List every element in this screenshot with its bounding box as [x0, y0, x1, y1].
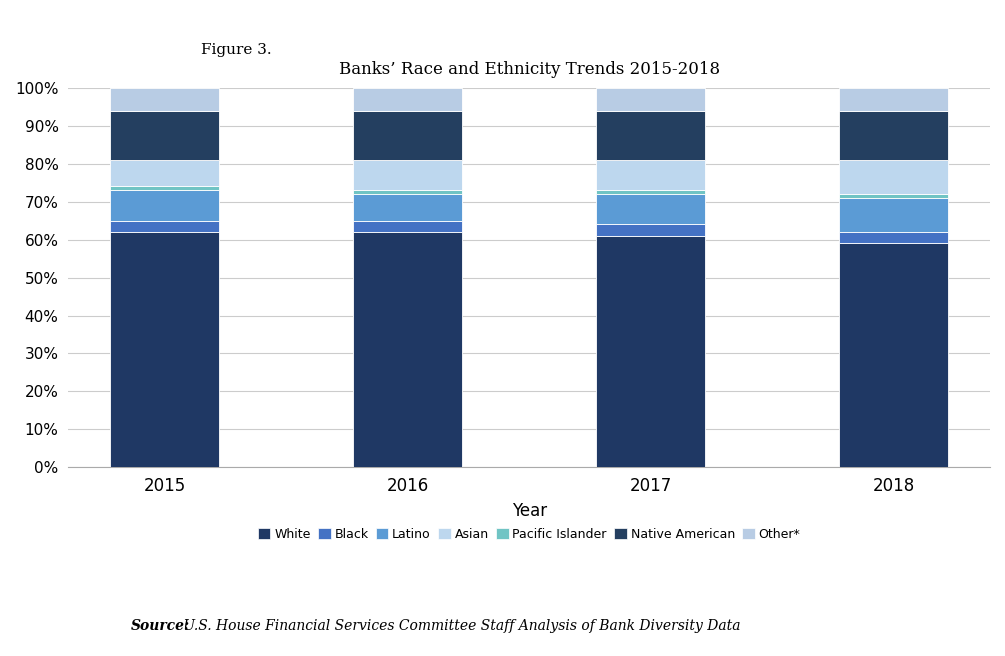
Bar — [353, 190, 462, 194]
Bar — [596, 190, 706, 194]
Bar — [596, 194, 706, 224]
Bar — [839, 160, 948, 194]
Bar — [839, 194, 948, 198]
Bar — [111, 220, 219, 232]
X-axis label: Year: Year — [512, 502, 547, 520]
Title: Banks’ Race and Ethnicity Trends 2015-2018: Banks’ Race and Ethnicity Trends 2015-20… — [339, 61, 720, 78]
Bar — [839, 198, 948, 232]
Bar — [839, 232, 948, 243]
Legend: White, Black, Latino, Asian, Pacific Islander, Native American, Other*: White, Black, Latino, Asian, Pacific Isl… — [253, 523, 805, 546]
Bar — [839, 243, 948, 467]
Bar — [353, 194, 462, 220]
Bar — [111, 88, 219, 111]
Text: Figure 3.: Figure 3. — [201, 43, 271, 56]
Text: U.S. House Financial Services Committee Staff Analysis of Bank Diversity Data: U.S. House Financial Services Committee … — [179, 619, 741, 633]
Bar — [353, 232, 462, 467]
Bar — [839, 111, 948, 160]
Bar — [111, 232, 219, 467]
Bar — [111, 160, 219, 186]
Bar — [596, 160, 706, 190]
Bar — [596, 224, 706, 236]
Bar — [111, 111, 219, 160]
Bar — [353, 88, 462, 111]
Bar — [111, 186, 219, 190]
Bar — [596, 236, 706, 467]
Bar — [596, 88, 706, 111]
Bar — [353, 160, 462, 190]
Text: Source:: Source: — [131, 619, 190, 633]
Bar — [839, 88, 948, 111]
Bar — [596, 111, 706, 160]
Bar — [353, 111, 462, 160]
Bar — [111, 190, 219, 220]
Bar — [353, 220, 462, 232]
